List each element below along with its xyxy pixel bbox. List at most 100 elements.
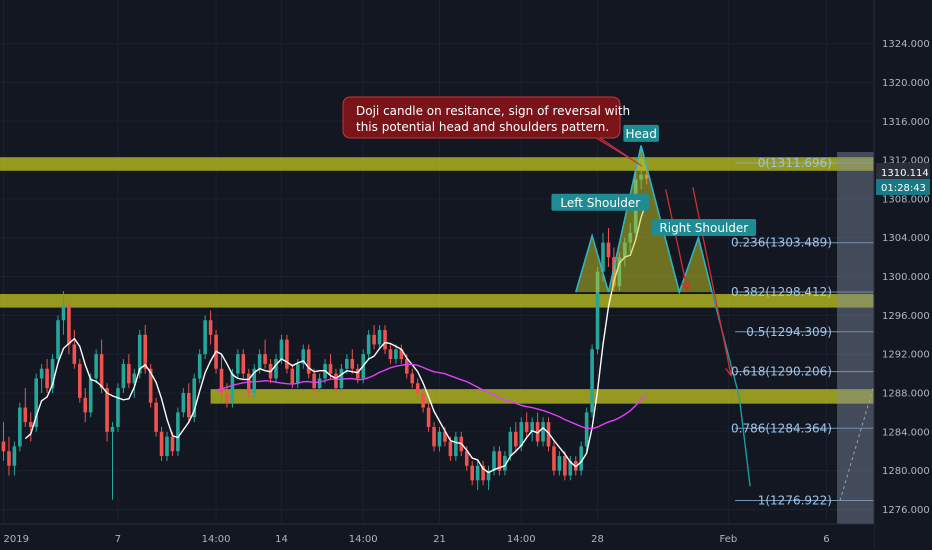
moving-average-line	[24, 201, 648, 474]
candle-body	[192, 378, 197, 418]
y-tick-label: 1292.000	[882, 350, 930, 361]
candle-body	[497, 451, 502, 471]
fib-level-label: 1(1276.922)	[758, 493, 832, 507]
candle-body	[61, 305, 66, 321]
candle-body	[197, 354, 202, 379]
candle-body	[334, 373, 338, 389]
y-tick-label: 1320.000	[882, 78, 930, 89]
y-tick-label: 1308.000	[882, 194, 930, 205]
price-axis[interactable]: 1276.000 1280.000 1284.000 1288.000 1292.000…	[873, 0, 932, 550]
candle-body	[67, 305, 71, 345]
moving-averages	[24, 201, 648, 474]
candle-body	[274, 359, 278, 379]
support-resistance-zones	[0, 157, 875, 404]
candle-body	[410, 373, 415, 384]
projection-arrow-head	[725, 366, 734, 377]
candle-body	[377, 329, 382, 345]
candle-body	[350, 359, 355, 369]
candle-body	[39, 368, 44, 379]
zone-band	[0, 157, 874, 171]
candle-body	[606, 242, 611, 258]
candle-body	[328, 363, 333, 374]
pattern-outline	[575, 145, 713, 295]
candle-body	[464, 451, 469, 466]
y-tick-label: 1280.000	[882, 466, 930, 477]
candle-body	[28, 422, 33, 427]
candle-body	[219, 368, 224, 393]
candle-body	[584, 412, 589, 447]
candle-body	[181, 393, 186, 413]
y-tick-label: 1312.000	[882, 156, 930, 167]
candle-body	[443, 431, 447, 442]
candle-body	[541, 422, 545, 442]
pattern-label-text: Head	[625, 127, 656, 141]
candle-body	[524, 422, 529, 432]
candle-body	[116, 388, 120, 427]
candle-body	[241, 354, 246, 374]
y-tick-label: 1316.000	[882, 117, 930, 128]
candle-body	[94, 354, 98, 379]
candle-body	[486, 470, 491, 481]
candle-body	[394, 349, 398, 360]
projection-arrow-shaft	[665, 189, 689, 291]
fibonacci-levels	[735, 162, 875, 501]
time-axis[interactable]: 2019 7 14:00 14 14:00 21 14:00 28 Feb 6	[0, 523, 874, 550]
candle-body	[552, 446, 556, 471]
candle-body	[405, 359, 409, 374]
candle-body	[595, 271, 600, 350]
pattern-label-box	[551, 193, 650, 211]
candle-body	[236, 354, 240, 374]
candle-body	[372, 334, 376, 345]
fib-level-label: 0(1311.696)	[758, 156, 832, 170]
x-tick-label: 14:00	[202, 534, 231, 545]
candle-body	[448, 441, 453, 457]
candle-body	[503, 456, 507, 471]
candle-body	[475, 465, 480, 481]
candle-body	[127, 363, 131, 384]
candle-body	[7, 451, 11, 466]
x-tick-label: Feb	[719, 534, 737, 545]
candle-body	[137, 334, 142, 374]
candle-body	[34, 378, 38, 427]
candle-body	[454, 436, 458, 457]
candle-body	[579, 446, 583, 471]
fib-trend-line	[839, 385, 875, 501]
candle-body	[306, 349, 311, 374]
candle-body	[12, 446, 17, 466]
annotation-text: Doji candle on resitance, sign of revers…	[356, 104, 630, 134]
candles	[1, 145, 649, 500]
pattern-labels: Head Left Shoulder Right Shoulder	[551, 124, 757, 237]
candle-body	[121, 363, 126, 389]
candle-body	[230, 373, 235, 403]
candle-body	[366, 334, 371, 355]
candle-body	[252, 368, 256, 393]
zone-band	[210, 389, 875, 404]
candle-body	[72, 344, 77, 364]
countdown-text: 01:28:43	[881, 183, 926, 194]
candle-body	[99, 354, 104, 389]
candle-body	[257, 354, 262, 369]
candle-body	[159, 431, 164, 457]
candle-body	[263, 354, 267, 364]
candle-body	[88, 378, 93, 413]
x-tick-label: 14:00	[507, 534, 536, 545]
candle-body	[470, 465, 474, 481]
candle-body	[1, 441, 6, 452]
candle-body	[345, 359, 349, 369]
candle-body	[339, 368, 344, 389]
candle-body	[546, 422, 551, 447]
candle-body	[208, 320, 213, 335]
candle-body	[388, 349, 393, 360]
pattern-label: Head	[623, 124, 659, 142]
projection-arrow-shaft	[692, 187, 732, 376]
candle-body	[170, 436, 175, 452]
pattern-label: Right Shoulder	[651, 219, 757, 237]
projection-arrows	[665, 187, 734, 377]
y-tick-label: 1304.000	[882, 233, 930, 244]
candle-body	[18, 407, 22, 447]
annotation-note[interactable]: Doji candle on resitance, sign of revers…	[342, 96, 643, 167]
candle-body	[557, 456, 562, 471]
candle-body	[290, 368, 295, 384]
candle-body	[285, 339, 289, 369]
